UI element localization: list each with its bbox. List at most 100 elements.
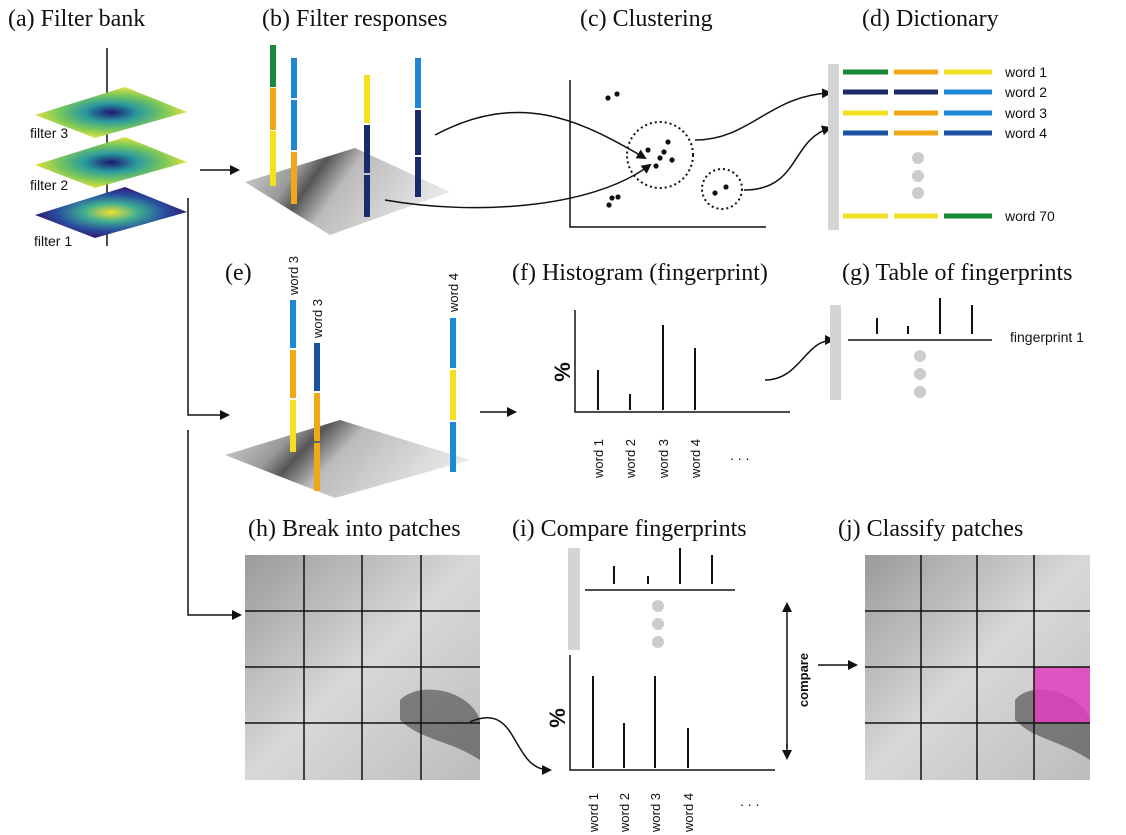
dot bbox=[615, 194, 620, 199]
shape bbox=[291, 58, 297, 98]
filter-label: filter 2 bbox=[30, 177, 68, 193]
shape bbox=[291, 152, 297, 204]
dot bbox=[653, 163, 658, 168]
arrow bbox=[435, 112, 645, 158]
dot bbox=[661, 149, 666, 154]
x-label: word 3 bbox=[656, 439, 671, 479]
axis-label: % bbox=[550, 362, 575, 382]
panel-title: (j) Classify patches bbox=[838, 516, 1023, 542]
axis bbox=[570, 80, 766, 227]
shape bbox=[415, 110, 421, 155]
axis bbox=[570, 655, 775, 770]
shape bbox=[290, 300, 296, 348]
dot bbox=[712, 190, 717, 195]
group bbox=[605, 91, 728, 207]
axis bbox=[188, 198, 228, 415]
x-label: word 1 bbox=[591, 439, 606, 479]
filter-label: filter 3 bbox=[30, 125, 68, 141]
panel-title: (a) Filter bank bbox=[8, 6, 145, 32]
arrow bbox=[470, 718, 550, 770]
panel-title: (h) Break into patches bbox=[248, 516, 461, 542]
row-label: fingerprint 1 bbox=[1010, 329, 1084, 345]
compare-label: compare bbox=[796, 653, 811, 707]
shape bbox=[290, 400, 296, 452]
dot bbox=[914, 368, 926, 380]
group bbox=[912, 152, 924, 199]
shape bbox=[364, 125, 370, 173]
group bbox=[593, 676, 688, 768]
shape bbox=[291, 100, 297, 150]
group bbox=[652, 600, 664, 648]
shape bbox=[828, 64, 839, 230]
x-label: word 2 bbox=[623, 439, 638, 479]
axis bbox=[575, 310, 790, 412]
dot bbox=[652, 636, 664, 648]
surface bbox=[35, 187, 187, 238]
dot bbox=[914, 386, 926, 398]
word-label: word 70 bbox=[1004, 208, 1055, 224]
dot bbox=[614, 91, 619, 96]
shape bbox=[415, 58, 421, 108]
dot bbox=[652, 600, 664, 612]
axis-label: % bbox=[545, 708, 570, 728]
dot bbox=[652, 618, 664, 630]
group bbox=[614, 548, 712, 584]
dot bbox=[665, 139, 670, 144]
dot bbox=[609, 195, 614, 200]
group bbox=[914, 350, 926, 398]
x-label: word 3 bbox=[648, 793, 663, 833]
shape bbox=[450, 370, 456, 420]
dot bbox=[912, 152, 924, 164]
word-label: word 1 bbox=[1004, 64, 1047, 80]
x-label: word 4 bbox=[688, 439, 703, 479]
word-label: word 2 bbox=[1004, 84, 1047, 100]
shape bbox=[270, 88, 276, 130]
dot bbox=[912, 187, 924, 199]
group bbox=[598, 325, 695, 410]
panel-title: (c) Clustering bbox=[580, 6, 713, 32]
panel-title: (e) bbox=[225, 260, 252, 286]
shape bbox=[314, 443, 320, 491]
panel-title: (d) Dictionary bbox=[862, 6, 999, 32]
arrow bbox=[744, 128, 830, 190]
dot bbox=[645, 147, 650, 152]
diagram: (a) Filter bank (b) Filter responses (c)… bbox=[0, 0, 1126, 835]
dot bbox=[627, 122, 693, 188]
filter-label: filter 1 bbox=[34, 233, 72, 249]
shape bbox=[270, 131, 276, 186]
dot bbox=[723, 184, 728, 189]
ellipsis: . . . bbox=[740, 793, 759, 809]
shape bbox=[450, 422, 456, 472]
shape bbox=[364, 175, 370, 217]
shape bbox=[364, 75, 370, 123]
word-label: word 3 bbox=[310, 299, 325, 339]
surface bbox=[225, 420, 470, 498]
word-label: word 4 bbox=[446, 273, 461, 313]
panel-title: (i) Compare fingerprints bbox=[512, 516, 747, 542]
panel-title: (b) Filter responses bbox=[262, 6, 447, 32]
x-label: word 1 bbox=[586, 793, 601, 833]
shape bbox=[568, 548, 580, 650]
panel-title: (f) Histogram (fingerprint) bbox=[512, 260, 768, 286]
dot bbox=[669, 157, 674, 162]
shape bbox=[830, 305, 841, 400]
word-label: word 3 bbox=[286, 256, 301, 296]
x-label: word 2 bbox=[617, 793, 632, 833]
ellipsis: . . . bbox=[730, 447, 749, 463]
shape bbox=[270, 45, 276, 87]
dot bbox=[605, 95, 610, 100]
panel-title: (g) Table of fingerprints bbox=[842, 260, 1072, 286]
dot bbox=[657, 155, 662, 160]
x-label: word 4 bbox=[681, 793, 696, 833]
shape bbox=[290, 350, 296, 398]
dot bbox=[912, 170, 924, 182]
shape bbox=[314, 343, 320, 391]
shape bbox=[1034, 667, 1090, 723]
group bbox=[877, 298, 972, 334]
word-label: word 4 bbox=[1004, 125, 1047, 141]
shape bbox=[415, 157, 421, 197]
shape bbox=[314, 393, 320, 441]
word-label: word 3 bbox=[1004, 105, 1047, 121]
shape bbox=[450, 318, 456, 368]
arrow bbox=[695, 93, 830, 140]
